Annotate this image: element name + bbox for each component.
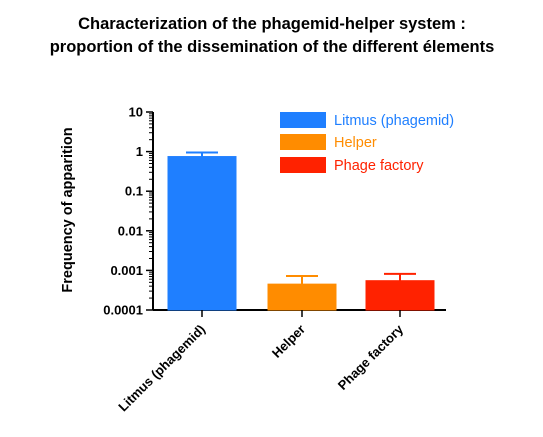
bar: [267, 283, 337, 311]
legend-swatch: [280, 157, 326, 173]
x-tick-label: Helper: [269, 322, 308, 361]
plot-area: 10 1 0.1 0.01 0.001 0.0001 Litmus (phagemid) He…: [103, 105, 454, 415]
bar: [365, 280, 435, 311]
legend-label: Phage factory: [334, 158, 424, 174]
y-tick-label: 0.0001: [103, 303, 143, 318]
y-tick-label: 0.1: [125, 184, 143, 199]
y-tick-label: 1: [136, 144, 143, 159]
y-tick-label: 0.01: [118, 223, 143, 238]
x-tick-label: Litmus (phagemid): [115, 322, 208, 415]
chart-title-line-2: proportion of the dissemination of the d…: [50, 38, 495, 56]
chart-title-line-1: Characterization of the phagemid-helper …: [78, 15, 466, 33]
y-axis-label: Frequency of apparition: [60, 127, 76, 292]
x-tick-label: Phage factory: [335, 321, 407, 393]
y-tick-label: 0.001: [110, 263, 143, 278]
legend-swatch: [280, 112, 326, 128]
y-tick-label: 10: [129, 105, 143, 120]
legend-label: Helper: [334, 135, 377, 151]
bar: [167, 156, 237, 311]
legend-label: Litmus (phagemid): [334, 113, 454, 129]
legend-swatch: [280, 134, 326, 150]
